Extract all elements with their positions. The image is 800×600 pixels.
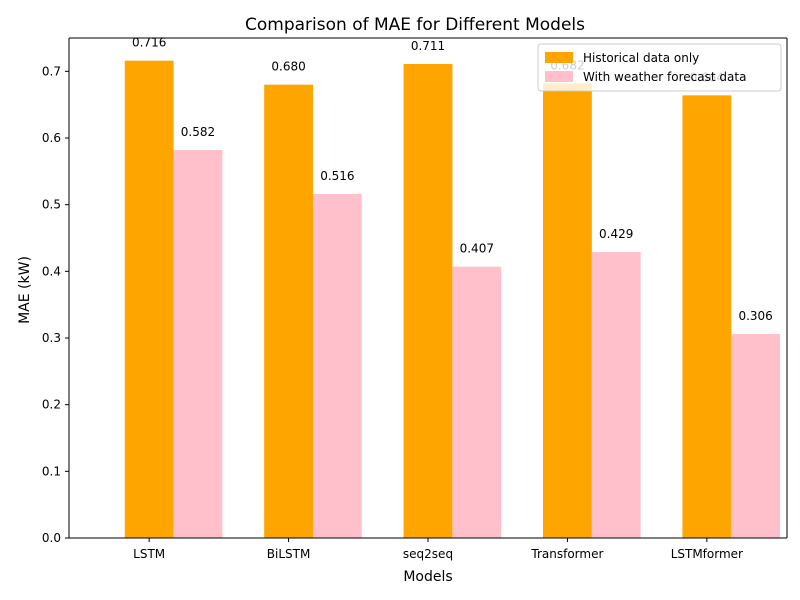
- y-tick-label: 0.1: [42, 464, 61, 478]
- bar-seq2seq-series-1: [403, 64, 453, 538]
- y-tick-label: 0.0: [42, 531, 61, 545]
- data-label-seq2seq-series-2: 0.407: [460, 242, 494, 256]
- data-label-lstm-series-1: 0.716: [132, 36, 166, 50]
- data-label-bilstm-series-1: 0.680: [271, 60, 305, 74]
- y-tick-label: 0.5: [42, 198, 61, 212]
- data-label-bilstm-series-2: 0.516: [320, 169, 354, 183]
- data-label-lstmformer-series-2: 0.306: [738, 309, 772, 323]
- data-label-lstm-series-2: 0.582: [181, 125, 215, 139]
- x-axis-title: Models: [403, 569, 452, 585]
- bar-transformer-series-2: [591, 252, 641, 538]
- bar-bilstm-series-2: [312, 194, 362, 538]
- data-label-seq2seq-series-1: 0.711: [411, 39, 445, 53]
- bar-lstm-series-2: [173, 150, 223, 538]
- y-tick-label: 0.6: [42, 131, 61, 145]
- legend-label-series-2: With weather forecast data: [583, 70, 746, 84]
- y-tick-label: 0.4: [42, 264, 61, 278]
- legend-swatch-series-1: [545, 52, 573, 63]
- bar-lstmformer-series-1: [682, 95, 732, 538]
- x-tick-label: BiLSTM: [267, 547, 311, 561]
- legend: Historical data only With weather forecas…: [537, 43, 782, 92]
- x-tick-label: LSTM: [133, 547, 165, 561]
- x-tick-label: seq2seq: [403, 547, 453, 561]
- bar-lstmformer-series-2: [731, 334, 781, 538]
- legend-box: [537, 43, 782, 92]
- legend-swatch-series-2: [545, 71, 573, 82]
- bar-seq2seq-series-2: [452, 266, 502, 538]
- y-axis-title: MAE (kW): [17, 256, 33, 324]
- legend-label-series-1: Historical data only: [583, 51, 699, 65]
- x-tick-label: LSTMformer: [671, 547, 743, 561]
- x-tick-label: Transformer: [530, 547, 603, 561]
- chart-title: Comparison of MAE for Different Models: [245, 15, 585, 35]
- plot-area: 0.7160.6800.7110.6820.6640.5820.5160.407…: [42, 36, 788, 561]
- y-tick-label: 0.2: [42, 398, 61, 412]
- bar-bilstm-series-1: [264, 84, 313, 539]
- y-tick-label: 0.3: [42, 331, 61, 345]
- bar-transformer-series-1: [543, 83, 592, 538]
- data-label-transformer-series-2: 0.429: [599, 227, 633, 241]
- y-tick-label: 0.7: [42, 64, 61, 78]
- bar-lstm-series-1: [124, 60, 174, 539]
